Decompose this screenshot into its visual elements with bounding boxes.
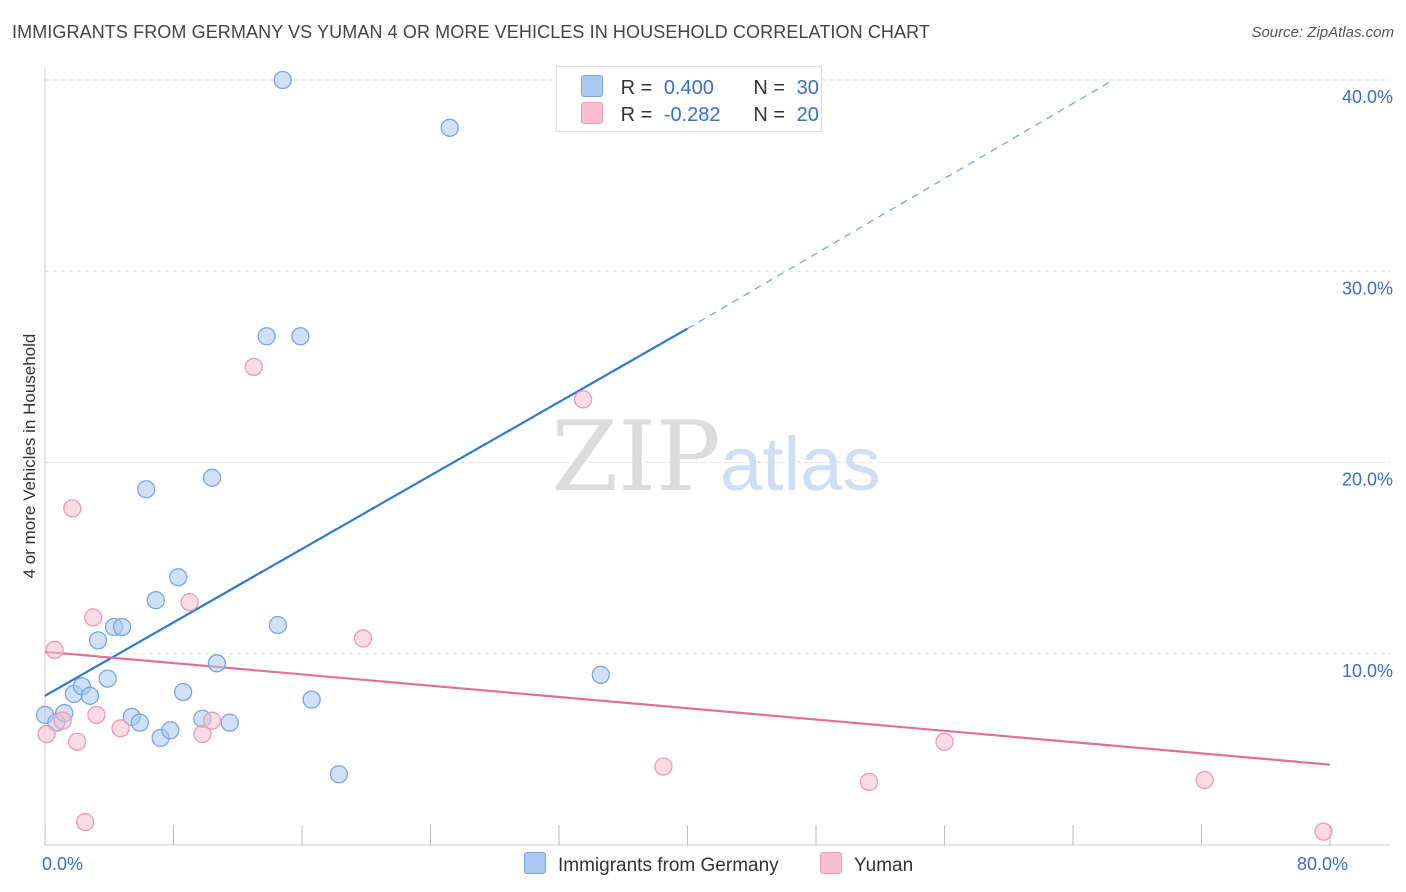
tick-labels: 10.0% 20.0% 30.0% 40.0% 0.0% 80.0% xyxy=(42,87,1393,874)
legend-row-yuman: R = -0.282 N = 20 xyxy=(581,102,819,128)
germany-point xyxy=(173,682,193,702)
yuman-point xyxy=(193,724,212,744)
yuman-point xyxy=(87,705,106,725)
y-tick-label: 40.0% xyxy=(1342,87,1393,107)
germany-point xyxy=(161,721,180,740)
data-points xyxy=(35,70,1333,841)
germany-r-label: R = xyxy=(620,77,653,99)
yuman-point xyxy=(202,711,222,730)
yuman-point xyxy=(935,732,954,751)
germany-n-value: 30 xyxy=(796,77,819,99)
yuman-point xyxy=(654,757,673,776)
legend-germany-label: Immigrants from Germany xyxy=(558,855,779,876)
yuman-point xyxy=(76,812,95,832)
axes xyxy=(44,68,1390,846)
yuman-swatch xyxy=(581,102,603,124)
legend-germany-swatch xyxy=(524,852,546,874)
germany-point xyxy=(207,654,227,673)
germany-n-label: N = xyxy=(753,77,786,99)
yuman-n-label: N = xyxy=(753,104,786,126)
germany-point xyxy=(291,327,310,346)
germany-swatch xyxy=(581,75,603,97)
germany-point xyxy=(146,591,165,610)
correlation-legend: R = 0.400 N = 30 R = -0.282 N = 20 xyxy=(556,66,822,132)
yuman-point xyxy=(353,629,373,648)
germany-point xyxy=(98,669,117,688)
yuman-point xyxy=(45,640,64,660)
yuman-point xyxy=(111,719,130,738)
yuman-r-label: R = xyxy=(620,104,653,126)
source-label: Source: ZipAtlas.com xyxy=(1251,24,1394,41)
grid-lines xyxy=(45,79,1390,655)
germany-point xyxy=(88,631,108,650)
germany-point xyxy=(268,615,288,635)
germany-point xyxy=(591,665,610,684)
x-tick-label: 80.0% xyxy=(1297,854,1348,874)
y-tick-label: 30.0% xyxy=(1342,278,1393,298)
germany-point xyxy=(202,468,222,487)
yuman-point xyxy=(84,608,103,627)
legend-item-germany: Immigrants from Germany xyxy=(524,852,779,877)
germany-point xyxy=(130,713,149,732)
series-legend: Immigrants from Germany Yuman xyxy=(0,852,1406,878)
y-tick-label: 10.0% xyxy=(1342,661,1393,681)
yuman-point xyxy=(67,732,87,751)
germany-point xyxy=(329,765,349,784)
yuman-point xyxy=(573,390,593,409)
germany-point xyxy=(220,713,239,732)
yuman-point xyxy=(63,499,82,518)
yuman-point xyxy=(53,711,72,730)
germany-trend-extension xyxy=(687,79,1114,330)
yuman-point xyxy=(859,772,879,792)
germany-point xyxy=(137,480,156,499)
legend-row-germany: R = 0.400 N = 30 xyxy=(581,75,819,101)
legend-yuman-label: Yuman xyxy=(854,855,914,876)
germany-trend-line xyxy=(44,327,689,697)
watermark-atlas: atlas xyxy=(720,422,881,507)
legend-yuman-swatch xyxy=(820,852,842,874)
germany-point xyxy=(302,690,321,709)
germany-point xyxy=(80,686,100,705)
y-tick-label: 20.0% xyxy=(1342,470,1393,490)
yuman-r-value: -0.282 xyxy=(663,104,721,126)
germany-point xyxy=(273,70,292,90)
trend-lines xyxy=(44,79,1331,766)
germany-point xyxy=(112,617,132,637)
germany-point xyxy=(257,327,276,346)
yuman-n-value: 20 xyxy=(796,104,819,126)
legend-item-yuman: Yuman xyxy=(820,852,913,877)
germany-r-value: 0.400 xyxy=(663,77,714,99)
germany-point xyxy=(440,118,459,137)
watermark-zip: ZIP xyxy=(551,401,720,513)
yuman-point xyxy=(1195,770,1214,790)
yuman-point xyxy=(1314,822,1333,841)
germany-point xyxy=(169,568,188,587)
watermark: ZIP atlas xyxy=(551,401,880,513)
yuman-trend-line xyxy=(44,650,1331,766)
yuman-point xyxy=(244,357,263,377)
yuman-point xyxy=(180,592,199,612)
chart-title: IMMIGRANTS FROM GERMANY VS YUMAN 4 OR MO… xyxy=(12,22,930,42)
x-tick-label: 0.0% xyxy=(42,854,83,874)
yuman-point xyxy=(37,724,56,744)
